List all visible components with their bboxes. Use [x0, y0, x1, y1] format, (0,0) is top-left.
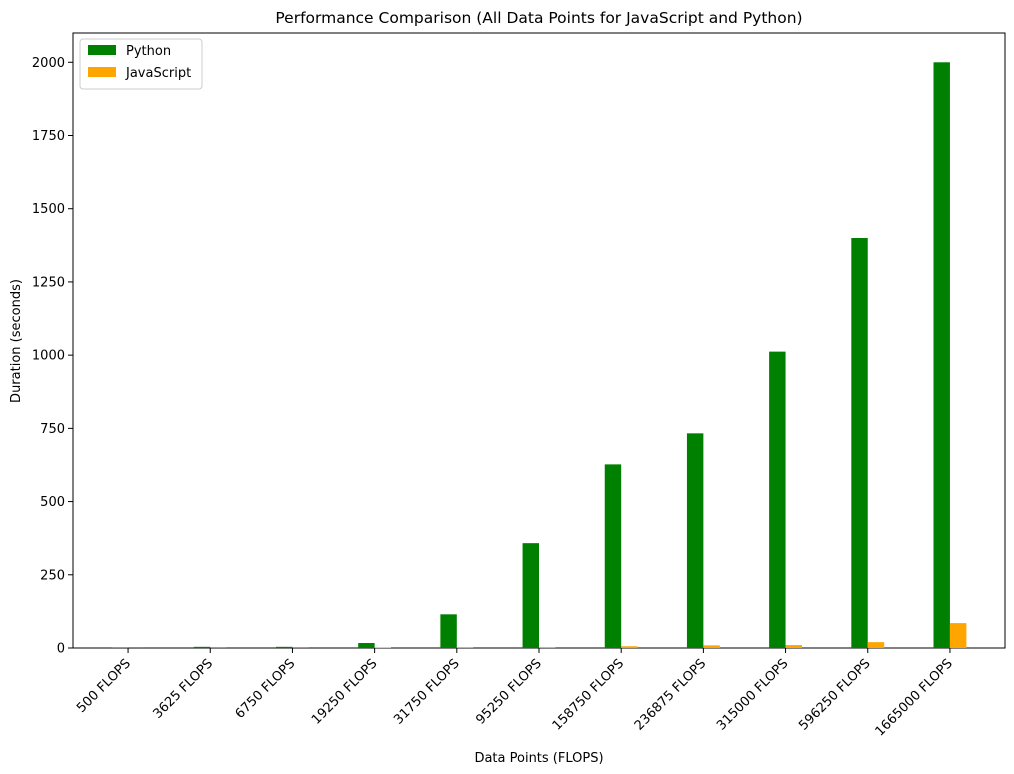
y-tick-label: 250	[40, 568, 65, 583]
y-tick-label: 1500	[32, 202, 65, 217]
legend: Python JavaScript	[79, 38, 203, 90]
bar-python-1	[193, 646, 211, 648]
bar-python-3	[358, 643, 375, 648]
legend-label-python: Python	[126, 44, 171, 59]
bar-javascript-5	[539, 647, 556, 648]
bar-python-9	[851, 238, 868, 648]
bar-python-7	[686, 433, 704, 648]
y-axis-label: Duration (seconds)	[9, 279, 24, 403]
y-tick-label: 0	[57, 642, 65, 657]
bar-python-2	[276, 646, 293, 648]
y-tick-label: 1000	[32, 349, 65, 364]
chart-title: Performance Comparison (All Data Points …	[275, 9, 802, 27]
y-tick-label: 1750	[32, 129, 65, 144]
bar-python-10	[933, 62, 950, 649]
bars-group	[111, 62, 967, 649]
y-axis: 0 250 500 750 1000 1250 1500 1750 2000	[32, 56, 73, 657]
y-tick-label: 2000	[32, 56, 65, 71]
legend-label-javascript: JavaScript	[125, 66, 191, 81]
bar-javascript-3	[374, 647, 392, 648]
bar-javascript-8	[785, 645, 802, 648]
bar-javascript-7	[703, 645, 720, 648]
bar-javascript-9	[867, 642, 885, 648]
bar-python-5	[522, 543, 539, 648]
y-tick-label: 1250	[32, 275, 65, 290]
legend-swatch-python	[88, 45, 116, 55]
bar-python-8	[769, 351, 786, 648]
bar-javascript-10	[949, 623, 967, 648]
legend-swatch-javascript	[88, 67, 116, 77]
y-tick-label: 750	[40, 422, 65, 437]
bar-python-4	[440, 614, 457, 648]
bar-javascript-6	[621, 646, 638, 648]
y-tick-label: 500	[40, 495, 65, 510]
bar-javascript-4	[456, 647, 474, 648]
bar-python-6	[604, 464, 622, 648]
x-axis-label: Data Points (FLOPS)	[474, 751, 603, 766]
